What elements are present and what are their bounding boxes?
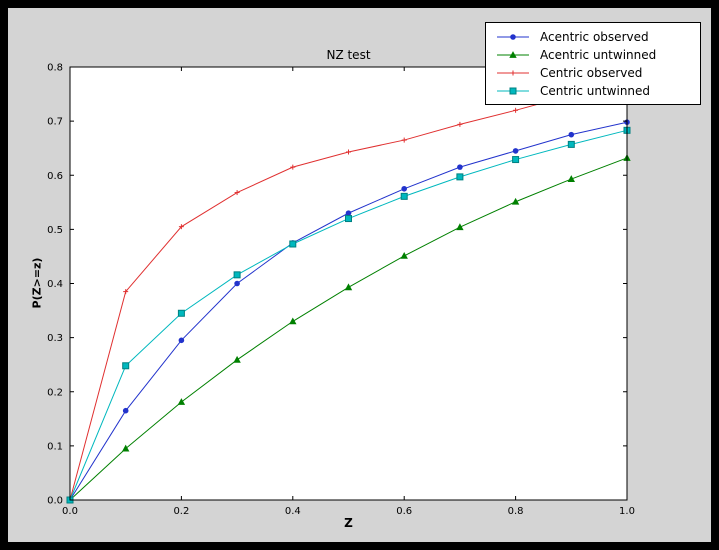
series-marker-acentric-untwinned [511, 197, 520, 205]
legend-item-acentric-observed: Acentric observed [495, 29, 691, 44]
x-tick-label: 0.0 [62, 506, 78, 517]
series-marker-acentric-observed [401, 185, 408, 192]
y-tick-label: 0.0 [47, 496, 63, 507]
legend-label: Acentric untwinned [540, 47, 657, 62]
series-marker-centric-untwinned [567, 140, 575, 148]
y-tick-label: 0.1 [47, 441, 63, 452]
series-marker-acentric-untwinned [344, 283, 353, 291]
x-axis-label: Z [344, 516, 353, 530]
x-tick-label: 0.2 [173, 506, 189, 517]
x-tick-label: 0.4 [285, 506, 301, 517]
legend-label: Acentric observed [540, 29, 649, 44]
series-marker-acentric-observed [457, 164, 463, 170]
series-marker-acentric-untwinned [233, 355, 241, 363]
legend-marker-acentric-untwinned [509, 50, 517, 58]
legend: Acentric observed Acentric untwinned Centr… [485, 22, 701, 105]
series-marker-acentric-observed [122, 407, 129, 414]
legend-key-centric-untwinned [497, 87, 529, 94]
series-marker-acentric-observed [234, 280, 240, 287]
series-marker-centric-untwinned [122, 362, 130, 370]
series-marker-acentric-untwinned [400, 251, 408, 259]
legend-key-centric-observed [497, 70, 529, 75]
y-tick-label: 0.7 [47, 117, 63, 128]
series-marker-acentric-untwinned [289, 317, 297, 325]
y-tick-label: 0.8 [47, 63, 63, 74]
y-tick-label: 0.3 [47, 333, 63, 344]
series-marker-acentric-observed [178, 337, 185, 344]
legend-marker-centric-untwinned [509, 87, 517, 94]
legend-label: Centric observed [540, 65, 643, 80]
legend-key-acentric-observed [497, 33, 529, 40]
chart-title: NZ test [326, 48, 371, 62]
series-marker-acentric-untwinned [567, 175, 575, 182]
legend-item-acentric-untwinned: Acentric untwinned [495, 47, 691, 62]
series-marker-centric-untwinned [512, 156, 520, 164]
legend-key-acentric-untwinned [497, 50, 529, 58]
series-marker-acentric-untwinned [456, 223, 464, 231]
legend-item-centric-observed: Centric observed [495, 65, 691, 80]
series-marker-acentric-untwinned [122, 444, 130, 452]
series-marker-centric-untwinned [456, 173, 464, 181]
legend-label: Centric untwinned [540, 83, 651, 98]
y-tick-label: 0.6 [47, 171, 63, 182]
series-marker-acentric-observed [512, 148, 519, 154]
x-tick-label: 1.0 [619, 506, 635, 517]
series-marker-centric-untwinned [400, 192, 408, 200]
y-tick-label: 0.4 [47, 279, 63, 290]
series-marker-centric-untwinned [177, 309, 185, 317]
x-tick-label: 0.6 [396, 506, 412, 517]
y-axis-label: P(Z>=z) [30, 257, 44, 309]
y-tick-label: 0.5 [47, 225, 63, 236]
series-marker-acentric-untwinned [177, 398, 186, 405]
series-marker-acentric-observed [568, 131, 575, 138]
series-marker-centric-untwinned [345, 215, 352, 223]
x-tick-label: 0.8 [508, 506, 524, 517]
series-marker-centric-untwinned [289, 240, 297, 248]
legend-item-centric-untwinned: Centric untwinned [495, 83, 691, 98]
legend-marker-acentric-observed [510, 33, 516, 40]
y-tick-label: 0.2 [47, 387, 63, 398]
series-marker-acentric-observed [345, 210, 352, 216]
series-marker-centric-untwinned [233, 271, 241, 279]
